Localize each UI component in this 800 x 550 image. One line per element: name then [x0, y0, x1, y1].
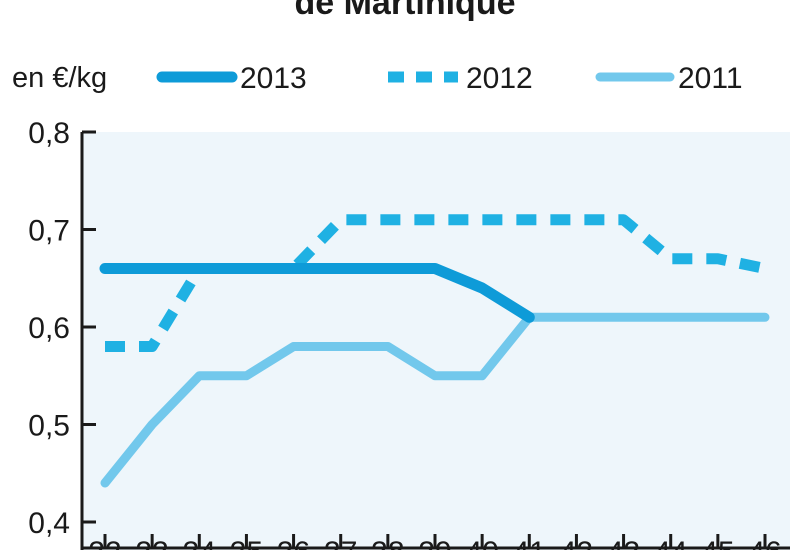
legend-label-2011: 2011: [678, 62, 743, 95]
x-tick-label: 38: [371, 536, 404, 550]
x-tick-label: 39: [418, 536, 451, 550]
x-tick-label: 35: [230, 536, 263, 550]
y-tick-label: 0,6: [28, 312, 70, 345]
series-line-2011: [100, 312, 770, 488]
x-tick-label: 40: [465, 536, 498, 550]
plot-area: [82, 132, 790, 550]
x-tick-label: 41: [513, 536, 546, 550]
x-tick-label: 33: [135, 536, 168, 550]
series-line-2013: [99, 263, 535, 323]
x-tick-label: 36: [277, 536, 310, 550]
x-tick-label: 45: [701, 536, 734, 550]
x-tick-label: 44: [654, 536, 687, 550]
x-tick-label: 43: [607, 536, 640, 550]
x-tick-label: 32: [88, 536, 121, 550]
x-tick-label: 37: [324, 536, 357, 550]
legend-label-2013: 2013: [240, 62, 307, 95]
x-tick-label: 42: [560, 536, 593, 550]
axes: 0,4 0,5 0,6 0,7 0,8 32 33 34 35 36 37 38 39 40 41 42 43 4…: [28, 117, 790, 550]
x-tick-label: 46: [748, 536, 781, 550]
x-tick-label: 34: [183, 536, 216, 550]
y-tick-label: 0,8: [28, 117, 70, 150]
y-unit-label: en €/kg: [12, 62, 107, 94]
y-tick-label: 0,5: [28, 410, 70, 443]
legend-label-2012: 2012: [466, 62, 533, 95]
y-tick-label: 0,7: [28, 215, 70, 248]
chart-title: de Martinique: [294, 0, 515, 22]
series-layer: [99, 214, 770, 488]
legend: 2013 2012 2011: [156, 62, 743, 95]
y-tick-label: 0,4: [28, 507, 70, 540]
